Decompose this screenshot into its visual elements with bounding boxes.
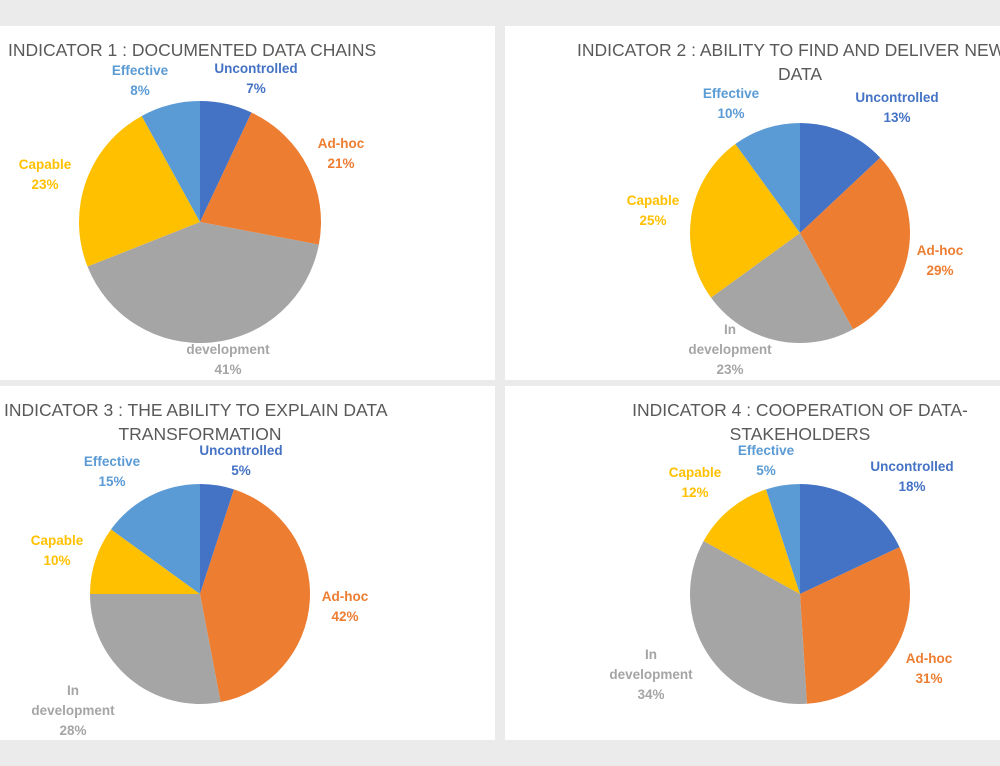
data-label-category: Capable — [669, 465, 722, 480]
chart-title: INDICATOR 3 : THE ABILITY TO EXPLAIN DAT… — [4, 400, 388, 420]
data-label-value: 41% — [214, 362, 241, 377]
pie-slice-capable — [690, 144, 800, 298]
data-label: In development 34% — [609, 647, 693, 702]
data-label: Uncontrolled 5% — [199, 443, 282, 478]
pie-slice-ad-hoc — [800, 157, 910, 330]
pie-slice-ad-hoc — [200, 489, 310, 703]
pie-slice-ad-hoc — [200, 112, 321, 245]
data-label-value: 15% — [98, 474, 125, 489]
data-label: Capable 12% — [669, 465, 722, 500]
data-label-value: 10% — [717, 106, 744, 121]
pie-slice-in-development — [90, 594, 221, 704]
data-label-value: 34% — [637, 687, 664, 702]
chart-title: TRANSFORMATION — [118, 424, 281, 444]
data-label-value: 21% — [327, 156, 354, 171]
pie-slice-in-development — [711, 233, 853, 344]
data-label-value: 31% — [915, 671, 942, 686]
data-label-category: Ad-hoc — [906, 651, 953, 666]
data-label-value: 7% — [246, 81, 266, 96]
data-label: Ad-hoc 29% — [917, 243, 964, 278]
data-label-category: In — [645, 647, 657, 662]
data-label: In development 23% — [688, 322, 772, 377]
data-label-category: Uncontrolled — [199, 443, 282, 458]
data-label: Effective 10% — [703, 86, 760, 121]
pie-chart-4: INDICATOR 4 : COOPERATION OF DATA- STAKEH… — [609, 400, 968, 704]
data-label-value: 8% — [130, 83, 150, 98]
pie-chart-3: INDICATOR 3 : THE ABILITY TO EXPLAIN DAT… — [4, 400, 388, 738]
data-label-value: 28% — [59, 723, 86, 738]
chart-title: INDICATOR 2 : ABILITY TO FIND AND DELIVE… — [577, 40, 1000, 60]
data-label: Ad-hoc 42% — [322, 589, 369, 624]
pie-chart-1: INDICATOR 1 : DOCUMENTED DATA CHAINSUnco… — [8, 40, 376, 377]
data-label-category: development — [186, 342, 270, 357]
data-label: Capable 25% — [627, 193, 680, 228]
data-label-category: Effective — [84, 454, 141, 469]
data-label: Capable 10% — [31, 533, 84, 568]
data-label-category: Uncontrolled — [870, 459, 953, 474]
data-label-category: Effective — [738, 443, 795, 458]
data-label-category: Effective — [703, 86, 760, 101]
pie-slice-in-development — [87, 222, 319, 343]
data-label: Capable 23% — [19, 157, 72, 192]
data-label: Effective 5% — [738, 443, 795, 478]
data-label: Uncontrolled 7% — [214, 61, 297, 96]
data-label-category: Ad-hoc — [917, 243, 964, 258]
pie-slice-capable — [703, 489, 800, 594]
data-label-value: 23% — [31, 177, 58, 192]
data-label: Effective 8% — [112, 63, 169, 98]
data-label-value: 5% — [756, 463, 776, 478]
data-label: Ad-hoc 31% — [906, 651, 953, 686]
data-label-category: Ad-hoc — [322, 589, 369, 604]
data-label-category: development — [609, 667, 693, 682]
pie-chart-2: INDICATOR 2 : ABILITY TO FIND AND DELIVE… — [577, 40, 1000, 377]
pie-slice-capable — [90, 529, 200, 594]
pie-slice-uncontrolled — [800, 484, 900, 594]
pie-slice-capable — [79, 115, 200, 267]
chart-title: STAKEHOLDERS — [730, 424, 871, 444]
data-label-value: 42% — [331, 609, 358, 624]
data-label-category: In — [724, 322, 736, 337]
data-label-category: Uncontrolled — [855, 90, 938, 105]
chart-title: INDICATOR 1 : DOCUMENTED DATA CHAINS — [8, 40, 376, 60]
pie-slice-ad-hoc — [800, 547, 911, 704]
data-label-category: In — [67, 683, 79, 698]
data-label-category: development — [31, 703, 115, 718]
data-label-value: 12% — [681, 485, 708, 500]
data-label-value: 5% — [231, 463, 251, 478]
data-label-value: 25% — [639, 213, 666, 228]
chart-title: INDICATOR 4 : COOPERATION OF DATA- — [632, 400, 968, 420]
pie-slice-effective — [141, 101, 200, 222]
data-label-value: 23% — [716, 362, 743, 377]
pie-slice-uncontrolled — [800, 123, 881, 233]
data-label-value: 29% — [926, 263, 953, 278]
data-label: Uncontrolled 18% — [870, 459, 953, 494]
pie-slice-uncontrolled — [200, 484, 234, 594]
pie-slice-in-development — [690, 541, 807, 704]
data-label-category: Capable — [19, 157, 72, 172]
pie-slice-uncontrolled — [200, 101, 252, 222]
chart-title: DATA — [778, 64, 822, 84]
data-label-category: Capable — [627, 193, 680, 208]
data-label-value: 13% — [883, 110, 910, 125]
data-label: In development 28% — [31, 683, 115, 738]
data-label: development 41% — [186, 342, 270, 377]
data-label: Effective 15% — [84, 454, 141, 489]
data-label-category: Uncontrolled — [214, 61, 297, 76]
data-label-value: 18% — [898, 479, 925, 494]
data-label-category: Ad-hoc — [318, 136, 365, 151]
pie-slice-effective — [766, 484, 800, 594]
pie-slice-effective — [111, 484, 200, 594]
data-label-category: development — [688, 342, 772, 357]
pie-slice-effective — [735, 123, 800, 233]
data-label-category: Effective — [112, 63, 169, 78]
data-label-value: 10% — [43, 553, 70, 568]
data-label-category: Capable — [31, 533, 84, 548]
data-label: Uncontrolled 13% — [855, 90, 938, 125]
data-label: Ad-hoc 21% — [318, 136, 365, 171]
